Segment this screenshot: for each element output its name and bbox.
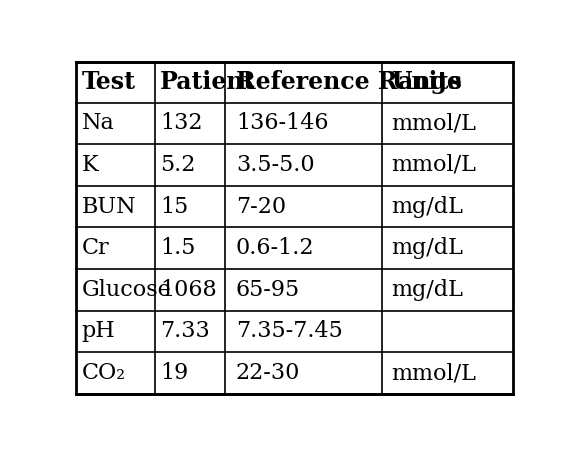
Text: 65-95: 65-95 — [236, 279, 300, 301]
Text: mmol/L: mmol/L — [391, 362, 476, 384]
Text: 132: 132 — [160, 112, 202, 134]
Text: mg/dL: mg/dL — [391, 279, 463, 301]
Text: Units: Units — [391, 70, 462, 94]
Text: 22-30: 22-30 — [236, 362, 300, 384]
Text: 1068: 1068 — [160, 279, 217, 301]
Text: pH: pH — [82, 321, 116, 343]
Text: 7-20: 7-20 — [236, 196, 286, 218]
Text: 0.6-1.2: 0.6-1.2 — [236, 237, 315, 259]
Text: 7.35-7.45: 7.35-7.45 — [236, 321, 343, 343]
Text: BUN: BUN — [82, 196, 136, 218]
Text: mmol/L: mmol/L — [391, 154, 476, 176]
Text: 136-146: 136-146 — [236, 112, 328, 134]
Text: Reference Range: Reference Range — [236, 70, 462, 94]
Text: mmol/L: mmol/L — [391, 112, 476, 134]
Text: 5.2: 5.2 — [160, 154, 195, 176]
Text: CO₂: CO₂ — [82, 362, 126, 384]
Text: Test: Test — [82, 70, 136, 94]
Text: 3.5-5.0: 3.5-5.0 — [236, 154, 315, 176]
Text: Patient: Patient — [160, 70, 255, 94]
Text: Glucose: Glucose — [82, 279, 171, 301]
Text: 19: 19 — [160, 362, 188, 384]
Text: Na: Na — [82, 112, 114, 134]
Text: 7.33: 7.33 — [160, 321, 209, 343]
Text: mg/dL: mg/dL — [391, 196, 463, 218]
Text: K: K — [82, 154, 98, 176]
Text: 15: 15 — [160, 196, 188, 218]
Text: mg/dL: mg/dL — [391, 237, 463, 259]
Text: Cr: Cr — [82, 237, 109, 259]
Text: 1.5: 1.5 — [160, 237, 195, 259]
